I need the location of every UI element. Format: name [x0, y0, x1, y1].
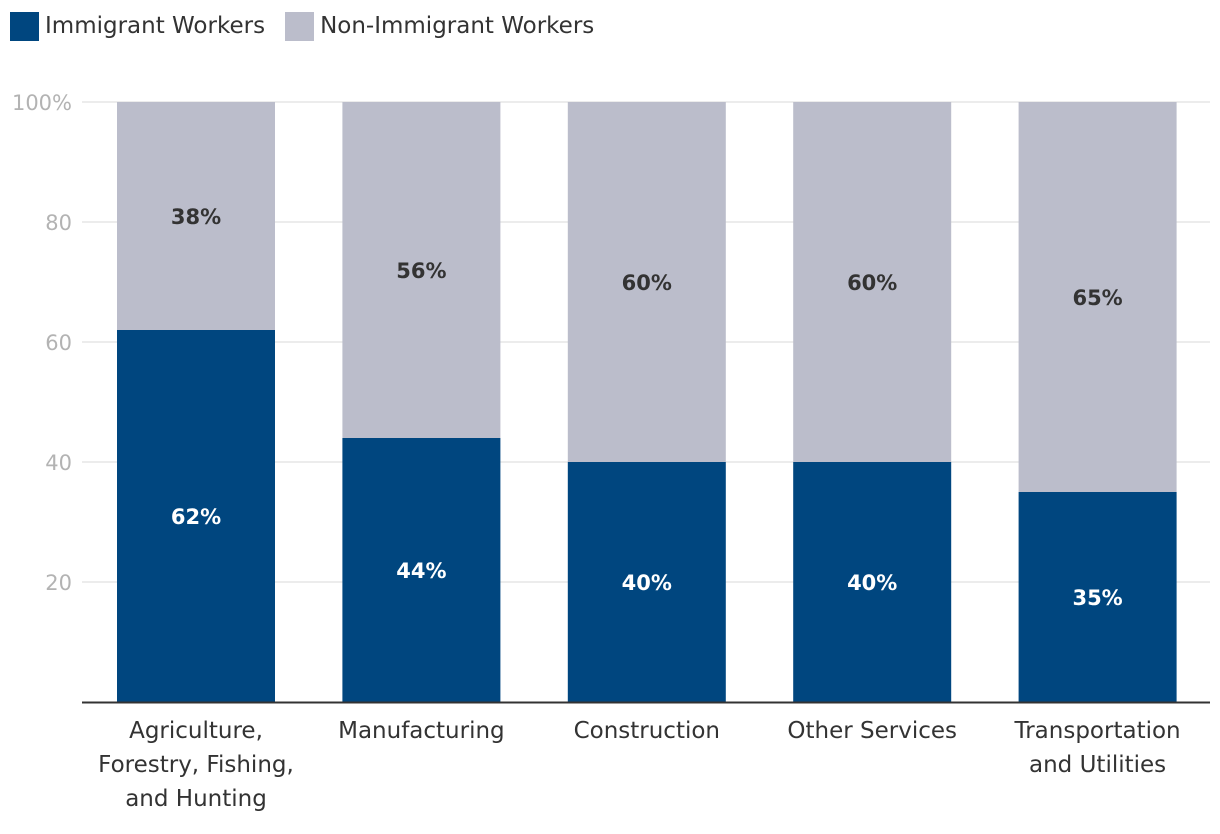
bar-non-immigrant[interactable]	[117, 102, 275, 330]
data-label-immigrant: 40%	[622, 571, 672, 595]
legend-swatch-immigrant	[10, 11, 39, 41]
bar-non-immigrant[interactable]	[342, 102, 501, 438]
legend-label-immigrant: Immigrant Workers	[45, 13, 266, 39]
y-tick-label: 60	[45, 331, 72, 355]
y-tick-label: 80	[45, 211, 72, 235]
legend: Immigrant Workers Non-Immigrant Workers	[10, 10, 614, 42]
data-label-non-immigrant: 56%	[396, 259, 446, 283]
legend-item-immigrant[interactable]: Immigrant Workers	[10, 11, 266, 41]
bar-immigrant[interactable]	[567, 462, 726, 702]
data-label-immigrant: 40%	[847, 571, 897, 595]
y-tick-label: 20	[45, 571, 72, 595]
data-label-immigrant: 62%	[171, 505, 221, 529]
legend-label-non-immigrant: Non-Immigrant Workers	[320, 13, 595, 39]
data-label-non-immigrant: 65%	[1072, 286, 1122, 310]
legend-item-non-immigrant[interactable]: Non-Immigrant Workers	[285, 11, 595, 41]
x-category-label: Transportation and Utilities	[1014, 718, 1181, 778]
legend-swatch-non-immigrant	[285, 11, 315, 41]
data-label-non-immigrant: 60%	[622, 271, 672, 295]
x-category-label: Other Services	[787, 718, 957, 744]
bar-immigrant[interactable]	[342, 438, 501, 702]
bar-immigrant[interactable]	[793, 462, 952, 702]
data-label-non-immigrant: 60%	[847, 271, 897, 295]
bar-immigrant[interactable]	[117, 330, 275, 702]
bar-immigrant[interactable]	[1018, 492, 1177, 702]
y-tick-label: 40	[45, 451, 72, 475]
y-tick-label: 100%	[12, 91, 72, 115]
data-label-non-immigrant: 38%	[171, 205, 221, 229]
data-label-immigrant: 44%	[396, 559, 446, 583]
x-category-label: Agriculture, Forestry, Fishing, and Huntin…	[98, 718, 294, 812]
bar-non-immigrant[interactable]	[1018, 102, 1177, 492]
bar-non-immigrant[interactable]	[567, 102, 726, 462]
bar-non-immigrant[interactable]	[793, 102, 952, 462]
data-label-immigrant: 35%	[1072, 586, 1122, 610]
x-category-label: Construction	[574, 718, 720, 744]
x-category-label: Manufacturing	[338, 718, 505, 744]
